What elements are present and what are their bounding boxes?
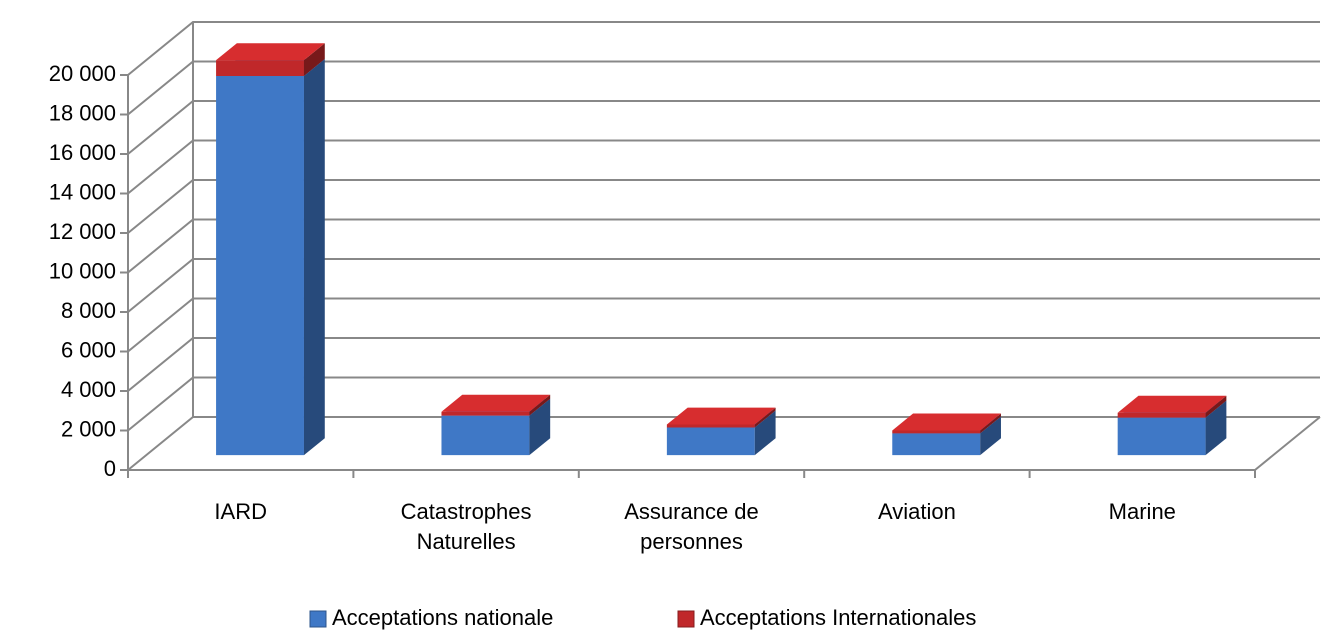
bar-side xyxy=(754,410,776,456)
x-tick-label: Catastrophes Naturelles xyxy=(401,499,532,554)
bar-segment xyxy=(441,394,551,416)
grid-line xyxy=(127,21,1320,76)
bar-segment xyxy=(216,59,325,456)
y-tick-label: 16 000 xyxy=(49,140,116,165)
bar-front xyxy=(441,411,530,416)
bar-segment xyxy=(892,413,1001,434)
bar-top xyxy=(216,43,325,61)
bar-side xyxy=(980,416,1001,456)
grid-line xyxy=(127,337,1320,392)
y-tick-label: 0 xyxy=(104,456,116,481)
bar-side xyxy=(980,413,1001,434)
bar-segment xyxy=(666,407,776,428)
y-tick-label: 10 000 xyxy=(49,258,116,283)
y-tick-label: 2 000 xyxy=(61,416,116,441)
legend-swatch xyxy=(309,610,327,628)
y-tick-label: 14 000 xyxy=(49,179,116,204)
bar-front xyxy=(216,75,304,456)
bar-segment xyxy=(1117,395,1227,418)
bar-side xyxy=(754,407,776,428)
bar-front xyxy=(1117,417,1206,456)
floor-edge xyxy=(1254,416,1321,471)
bar-side xyxy=(529,398,551,456)
y-tick-label: 12 000 xyxy=(49,219,116,244)
y-tick-label: 4 000 xyxy=(61,377,116,402)
x-tick-label: Assurance de personnes xyxy=(624,499,759,554)
bar-segment xyxy=(216,43,325,76)
y-tick-label: 8 000 xyxy=(61,298,116,323)
grid-line xyxy=(127,218,1320,274)
x-tick-label: IARD xyxy=(214,499,267,524)
y-tick-label: 6 000 xyxy=(61,337,116,362)
bar-top xyxy=(892,413,1001,431)
bar-front xyxy=(1117,412,1206,418)
bar-top xyxy=(441,394,551,412)
grid-line xyxy=(127,139,1320,195)
bar-side xyxy=(529,394,551,416)
bar-side xyxy=(303,43,325,76)
grid-line xyxy=(127,376,1320,432)
x-tick-label: Marine xyxy=(1109,499,1176,524)
bar-front xyxy=(666,424,755,428)
bar-front xyxy=(666,427,755,456)
grid-line xyxy=(127,297,1320,353)
bar-side xyxy=(1205,395,1227,418)
bar-front xyxy=(892,433,981,456)
bar-front xyxy=(892,430,981,434)
y-tick-label: 20 000 xyxy=(49,61,116,86)
bar-side xyxy=(303,59,325,456)
grid-line xyxy=(127,100,1320,155)
legend-label: Acceptations Internationales xyxy=(700,605,976,630)
bar-top xyxy=(666,407,776,425)
legend-label: Acceptations nationale xyxy=(332,605,553,630)
y-tick-label: 18 000 xyxy=(49,100,116,125)
bar-side xyxy=(1205,400,1227,456)
grid-line xyxy=(127,258,1320,313)
bar-front xyxy=(216,60,304,76)
legend-swatch xyxy=(677,610,695,628)
bar-top xyxy=(1117,395,1227,413)
x-tick-label: Aviation xyxy=(878,499,956,524)
bar-front xyxy=(441,415,530,456)
grid-line xyxy=(127,60,1320,116)
grid-line xyxy=(127,179,1320,234)
